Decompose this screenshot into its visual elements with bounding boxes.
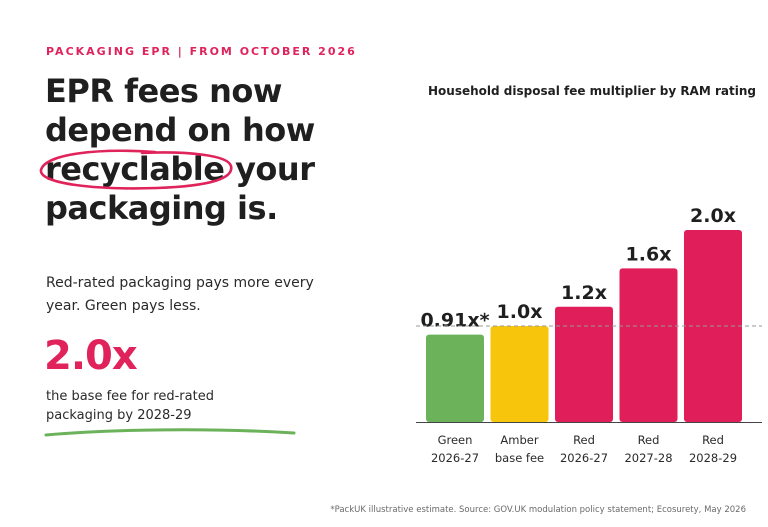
headline: EPR fees now depend on how recyclable yo… (39, 72, 375, 228)
category-label-0-0: Green (438, 433, 473, 447)
headline-line-1: EPR fees now (45, 72, 282, 110)
bar-0 (426, 334, 484, 422)
eyebrow-label: PACKAGING EPR | FROM OCTOBER 2026 (46, 45, 357, 58)
category-label-2-1: 2026-27 (560, 451, 608, 465)
bar-value-label-2: 1.2x (561, 282, 607, 304)
headline-line-4: packaging is. (45, 189, 278, 227)
category-label-4-0: Red (702, 433, 724, 447)
bar-chart: 0.91x* Green 2026-27 1.0x Amber base fee 1.2x R… (416, 205, 762, 465)
bar-value-label-1: 1.0x (497, 301, 543, 323)
bar-1 (490, 326, 549, 422)
bar-value-label-3: 1.6x (626, 243, 672, 265)
chart-title: Household disposal fee multiplier by RAM… (428, 84, 756, 98)
bar-value-label-0: 0.91x* (420, 310, 489, 332)
green-underline-mark (44, 428, 296, 437)
category-label-1-0: Amber (500, 433, 538, 447)
bar-2 (555, 306, 613, 422)
subtext: Red-rated packaging pays more every year… (46, 275, 314, 314)
headline-line-3: recyclable your (39, 149, 375, 190)
big-stat-caption: the base fee for red-rated packaging by … (46, 389, 214, 423)
category-label-3-0: Red (638, 433, 660, 447)
category-label-3-1: 2027-28 (624, 451, 672, 465)
category-label-2-0: Red (573, 433, 595, 447)
headline-line-3-rest: your (224, 150, 315, 188)
bar-3 (619, 268, 678, 422)
circled-word-text: recyclable (45, 150, 225, 188)
bar-value-label-4: 2.0x (690, 205, 736, 227)
headline-line-2: depend on how (45, 111, 315, 149)
category-label-0-1: 2026-27 (431, 451, 479, 465)
circled-word: recyclable (39, 149, 233, 190)
big-stat-value: 2.0x (44, 333, 138, 379)
category-label-4-1: 2028-29 (689, 451, 737, 465)
footnote: *PackUK illustrative estimate. Source: G… (330, 505, 746, 515)
category-label-1-1: base fee (495, 451, 544, 465)
